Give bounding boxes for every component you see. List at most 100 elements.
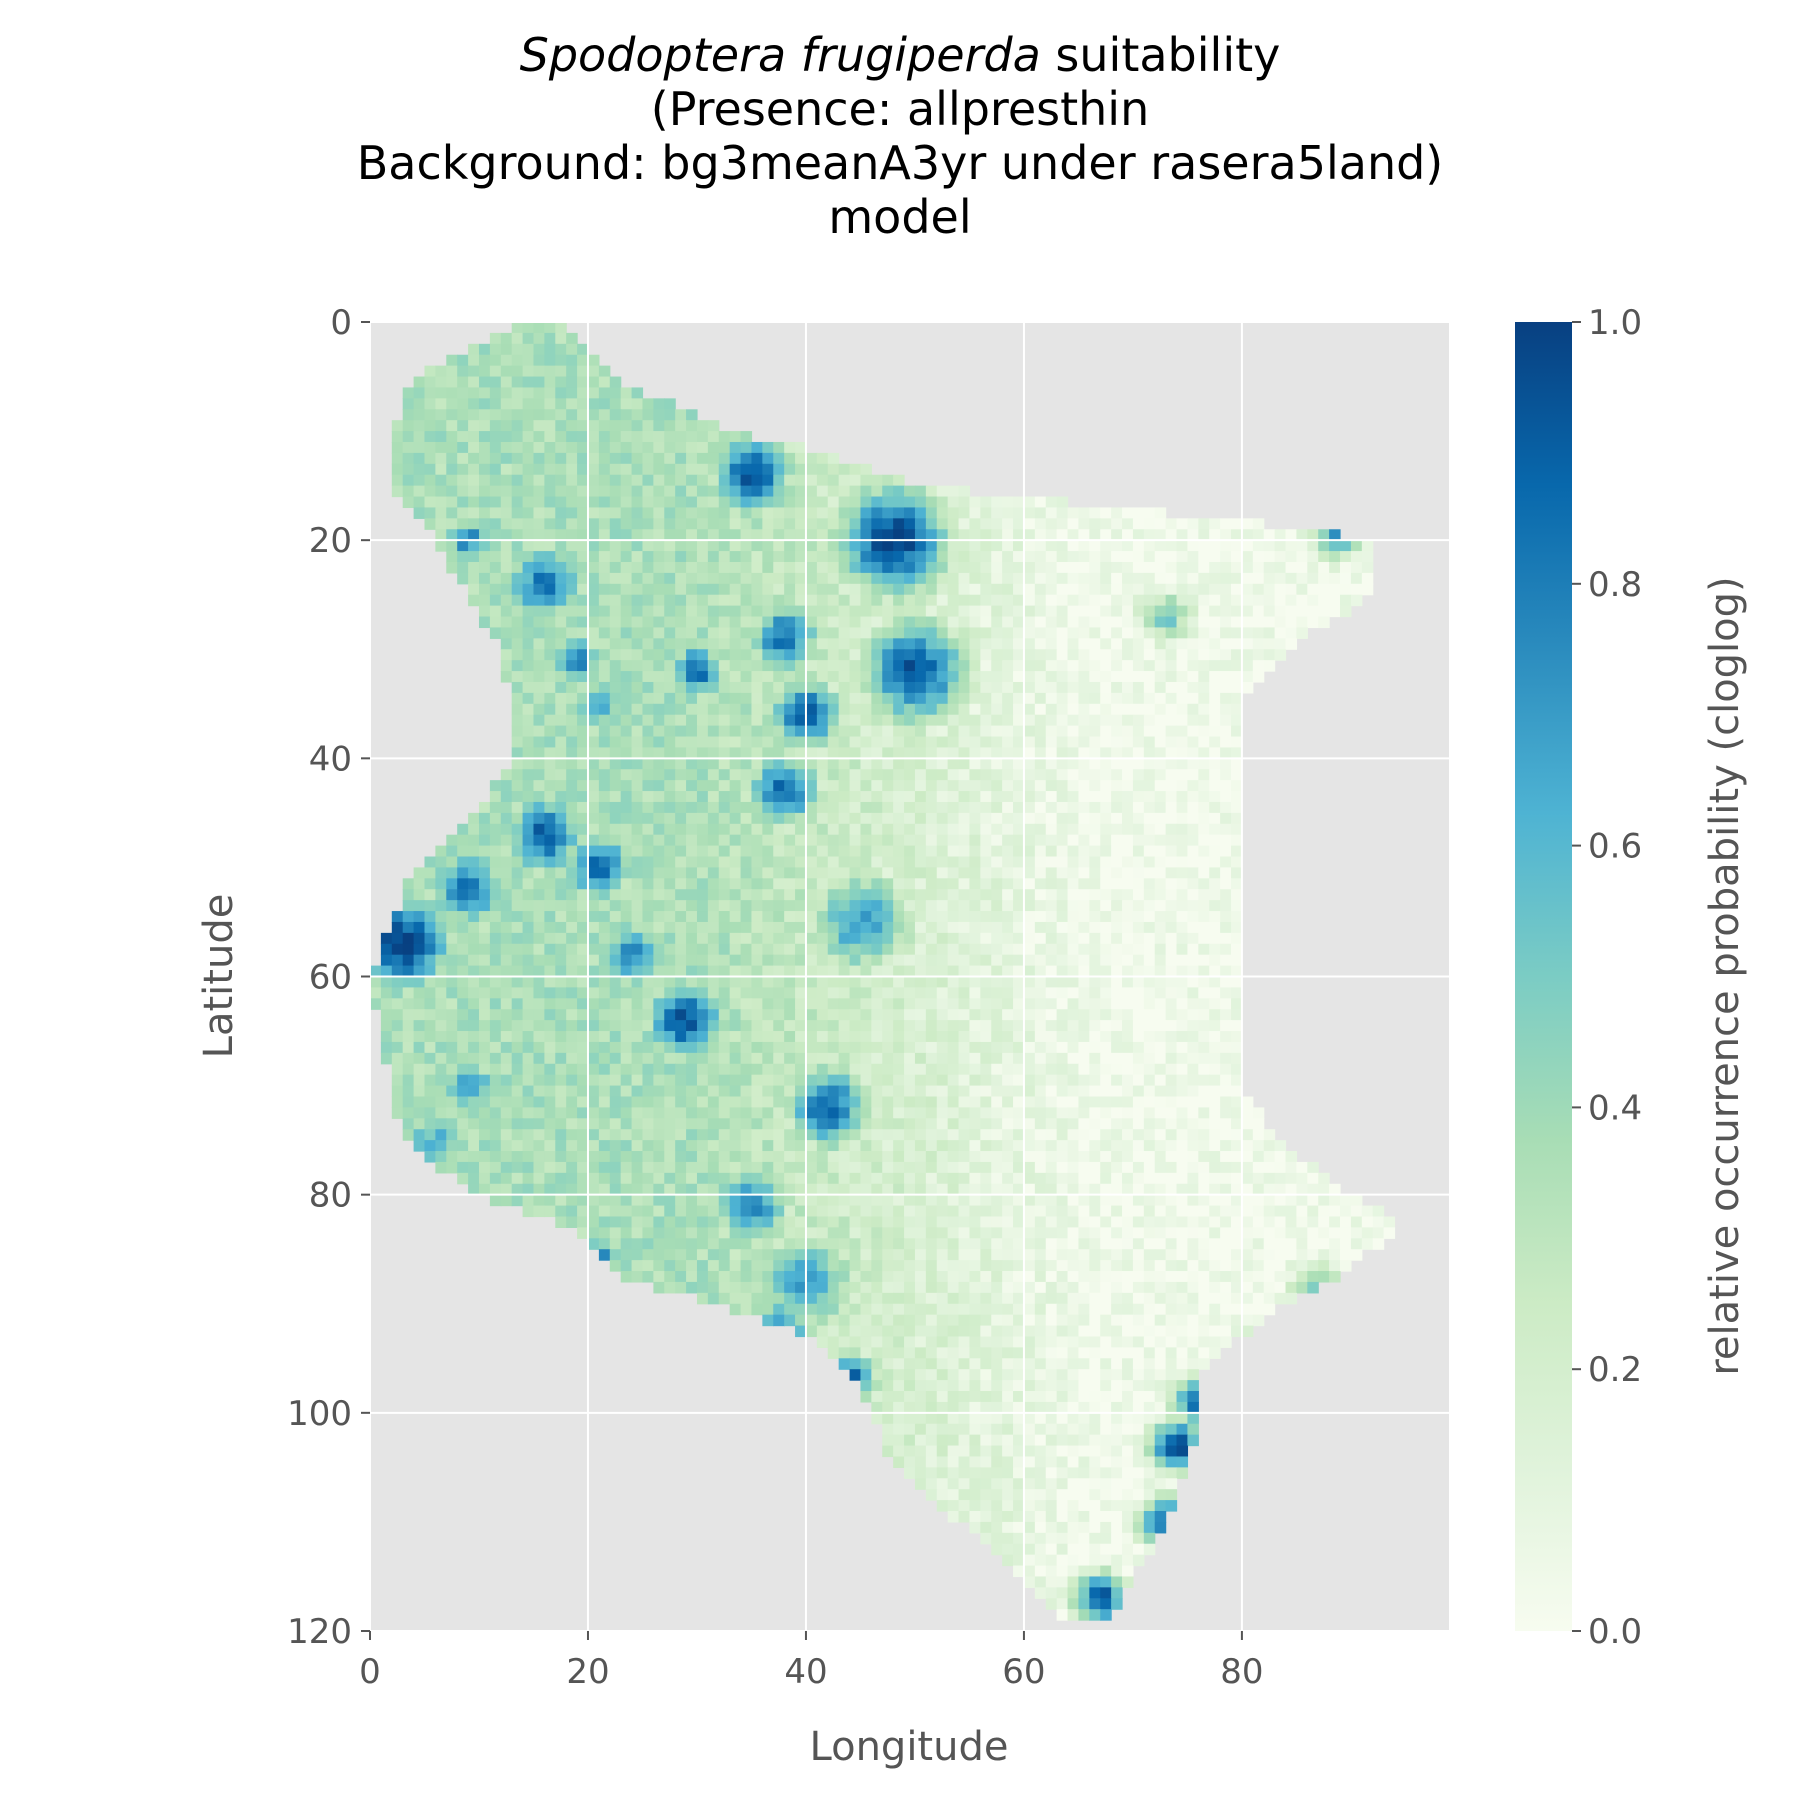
heatmap-cell	[1165, 1140, 1178, 1152]
heatmap-cell	[1209, 932, 1221, 945]
heatmap-cell	[631, 398, 644, 410]
heatmap-cell	[1023, 671, 1036, 683]
heatmap-cell	[958, 1140, 971, 1152]
heatmap-cell	[740, 1129, 753, 1141]
heatmap-cell	[511, 1052, 524, 1065]
heatmap-cell	[642, 398, 654, 410]
heatmap-cell	[686, 583, 698, 596]
heatmap-cell	[631, 965, 644, 978]
heatmap-cell	[1318, 540, 1330, 552]
heatmap-cell	[489, 387, 502, 399]
heatmap-cell	[1209, 540, 1221, 552]
heatmap-cell	[1078, 649, 1090, 661]
heatmap-cell	[860, 551, 872, 563]
heatmap-cell	[1100, 932, 1112, 945]
heatmap-cell	[522, 1063, 535, 1076]
heatmap-cell	[1252, 540, 1265, 552]
heatmap-cell	[1165, 583, 1178, 596]
heatmap-cell	[522, 529, 535, 541]
heatmap-cell	[577, 594, 589, 607]
heatmap-cell	[1111, 758, 1123, 770]
heatmap-cell	[675, 485, 687, 498]
heatmap-cell	[1122, 1074, 1134, 1087]
heatmap-cell	[1056, 1129, 1069, 1141]
heatmap-cell	[904, 1140, 916, 1152]
heatmap-cell	[489, 943, 502, 956]
heatmap-cell	[740, 976, 753, 989]
heatmap-cell	[1252, 1129, 1265, 1141]
heatmap-cell	[1209, 1140, 1221, 1152]
heatmap-cell	[751, 943, 763, 956]
heatmap-cell	[544, 452, 556, 465]
heatmap-cell	[838, 932, 851, 945]
heatmap-cell	[1122, 714, 1134, 727]
heatmap-cell	[533, 1074, 545, 1087]
heatmap-cell	[642, 911, 654, 923]
heatmap-cell	[1056, 965, 1069, 978]
heatmap-cell	[609, 431, 622, 443]
heatmap-cell	[773, 638, 785, 650]
heatmap-cell	[631, 485, 644, 498]
heatmap-cell	[522, 812, 535, 825]
heatmap-cell	[762, 561, 774, 574]
heatmap-cell	[991, 681, 1003, 694]
heatmap-cell	[958, 681, 971, 694]
heatmap-cell	[620, 529, 633, 541]
heatmap-cell	[653, 1140, 665, 1152]
heatmap-cell	[838, 834, 851, 847]
heatmap-cell	[1078, 638, 1090, 650]
heatmap-cell	[1209, 605, 1221, 618]
heatmap-cell	[435, 518, 447, 530]
heatmap-cell	[1034, 594, 1047, 607]
heatmap-cell	[686, 1020, 698, 1032]
heatmap-cell	[1143, 572, 1156, 585]
heatmap-cell	[882, 987, 894, 999]
heatmap-cell	[947, 1140, 960, 1152]
heatmap-cell	[544, 1020, 556, 1032]
heatmap-cell	[566, 616, 578, 629]
heatmap-cell	[675, 1052, 687, 1065]
heatmap-cell	[598, 1009, 611, 1021]
heatmap-cell	[478, 965, 491, 978]
heatmap-cell	[457, 398, 469, 410]
heatmap-cell	[533, 889, 545, 901]
heatmap-cell	[718, 671, 731, 683]
heatmap-cell	[1340, 561, 1352, 574]
heatmap-cell	[468, 1074, 480, 1087]
heatmap-cell	[969, 736, 981, 749]
heatmap-cell	[773, 572, 785, 585]
heatmap-cell	[1002, 518, 1014, 530]
heatmap-cell	[609, 1118, 622, 1130]
heatmap-cell	[751, 791, 763, 803]
heatmap-cell	[1023, 889, 1036, 901]
heatmap-cell	[762, 932, 774, 945]
heatmap-cell	[686, 834, 698, 847]
heatmap-cell	[566, 736, 578, 749]
heatmap-cell	[740, 823, 753, 836]
heatmap-cell	[1231, 1074, 1243, 1087]
heatmap-cell	[1209, 714, 1221, 727]
heatmap-cell	[1209, 812, 1221, 825]
heatmap-cell	[1154, 671, 1167, 683]
heatmap-cell	[1013, 692, 1025, 705]
heatmap-cell	[598, 572, 611, 585]
heatmap-cell	[773, 987, 785, 999]
heatmap-cell	[489, 987, 502, 999]
heatmap-cell	[1111, 551, 1123, 563]
heatmap-cell	[784, 496, 796, 509]
heatmap-cell	[609, 485, 622, 498]
heatmap-cell	[936, 692, 949, 705]
heatmap-cell	[424, 911, 436, 923]
heatmap-cell	[762, 616, 774, 629]
heatmap-cell	[457, 1041, 469, 1054]
heatmap-cell	[609, 660, 622, 672]
heatmap-cell	[860, 638, 872, 650]
heatmap-cell	[1023, 878, 1036, 890]
heatmap-cell	[1231, 889, 1243, 901]
heatmap-cell	[522, 572, 535, 585]
heatmap-cell	[566, 583, 578, 596]
heatmap-cell	[1045, 660, 1058, 672]
heatmap-cell	[1078, 1041, 1090, 1054]
heatmap-cell	[566, 769, 578, 781]
heatmap-cell	[795, 878, 807, 890]
